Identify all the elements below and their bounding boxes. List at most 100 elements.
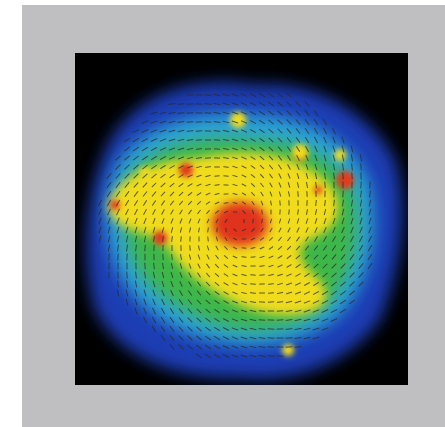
vector	[170, 227, 174, 233]
vector	[359, 217, 363, 225]
vector	[297, 191, 299, 197]
vector	[250, 283, 256, 285]
vector	[141, 155, 149, 161]
vector	[303, 318, 311, 322]
vector	[177, 112, 185, 114]
vector	[249, 354, 257, 358]
vector	[314, 236, 318, 242]
vector	[240, 111, 248, 115]
vector	[187, 191, 193, 197]
vector	[259, 146, 265, 152]
vector	[162, 262, 164, 270]
velocity-map	[86, 82, 403, 380]
vector	[250, 156, 256, 160]
vector	[240, 354, 248, 358]
vector	[241, 201, 247, 205]
vector	[240, 345, 248, 349]
vector	[232, 237, 238, 241]
vector	[169, 182, 175, 188]
vector	[287, 236, 291, 242]
vector	[107, 226, 111, 234]
vector	[178, 200, 184, 206]
vector	[223, 273, 229, 277]
vector	[134, 280, 138, 288]
vector	[322, 118, 328, 126]
vector	[322, 263, 328, 269]
vector	[258, 328, 266, 330]
vector	[160, 307, 166, 315]
vector	[231, 102, 239, 106]
vector	[214, 192, 220, 196]
vector	[278, 218, 282, 224]
vector	[249, 318, 257, 322]
vector	[223, 202, 229, 204]
vector	[168, 129, 176, 133]
vector	[142, 191, 148, 197]
vector	[152, 307, 156, 315]
vector	[314, 227, 318, 233]
vector	[168, 147, 176, 151]
vector	[249, 301, 257, 303]
vector	[367, 253, 373, 261]
vector	[169, 344, 175, 350]
vector	[187, 317, 193, 323]
vector	[179, 272, 183, 278]
vector	[339, 308, 347, 314]
vector	[277, 273, 283, 277]
vector	[169, 165, 175, 169]
vector	[178, 308, 184, 314]
vector	[305, 154, 309, 162]
vector	[304, 118, 310, 126]
vector	[294, 346, 302, 348]
vector	[115, 199, 121, 207]
vector	[152, 218, 156, 224]
vector	[312, 309, 320, 313]
vector	[241, 228, 247, 232]
vector	[330, 318, 338, 322]
vector	[204, 344, 212, 350]
vector	[285, 309, 293, 313]
vector	[260, 227, 264, 233]
vector	[358, 253, 364, 261]
vector	[241, 174, 247, 178]
vector	[188, 263, 192, 269]
vector	[322, 245, 328, 251]
vector	[348, 299, 356, 305]
vector	[315, 199, 317, 207]
vector	[117, 253, 119, 261]
vector	[142, 200, 148, 206]
vector	[161, 227, 165, 233]
vector	[249, 119, 257, 125]
vector	[286, 101, 292, 107]
vector	[213, 121, 221, 123]
vector	[133, 164, 139, 170]
vector	[267, 355, 275, 357]
vector	[232, 264, 238, 268]
vector	[332, 127, 336, 135]
vector	[340, 235, 346, 243]
vector	[213, 102, 221, 106]
vector	[269, 227, 273, 233]
vector	[159, 120, 167, 124]
vector	[115, 173, 121, 179]
vector	[268, 246, 274, 250]
vector	[205, 326, 211, 332]
vector	[215, 254, 219, 260]
vector	[332, 145, 336, 153]
vector	[223, 291, 229, 295]
vector	[294, 300, 302, 304]
vector	[276, 101, 284, 107]
vector	[350, 217, 354, 225]
vector	[305, 227, 309, 233]
vector	[213, 130, 221, 132]
vector	[143, 226, 147, 234]
vector	[287, 182, 291, 188]
vector	[135, 244, 137, 252]
vector	[269, 191, 273, 197]
vector	[232, 282, 238, 286]
vector	[260, 200, 264, 206]
vector	[134, 307, 138, 315]
vector	[107, 208, 111, 216]
vector	[249, 92, 257, 98]
vector	[249, 309, 257, 313]
